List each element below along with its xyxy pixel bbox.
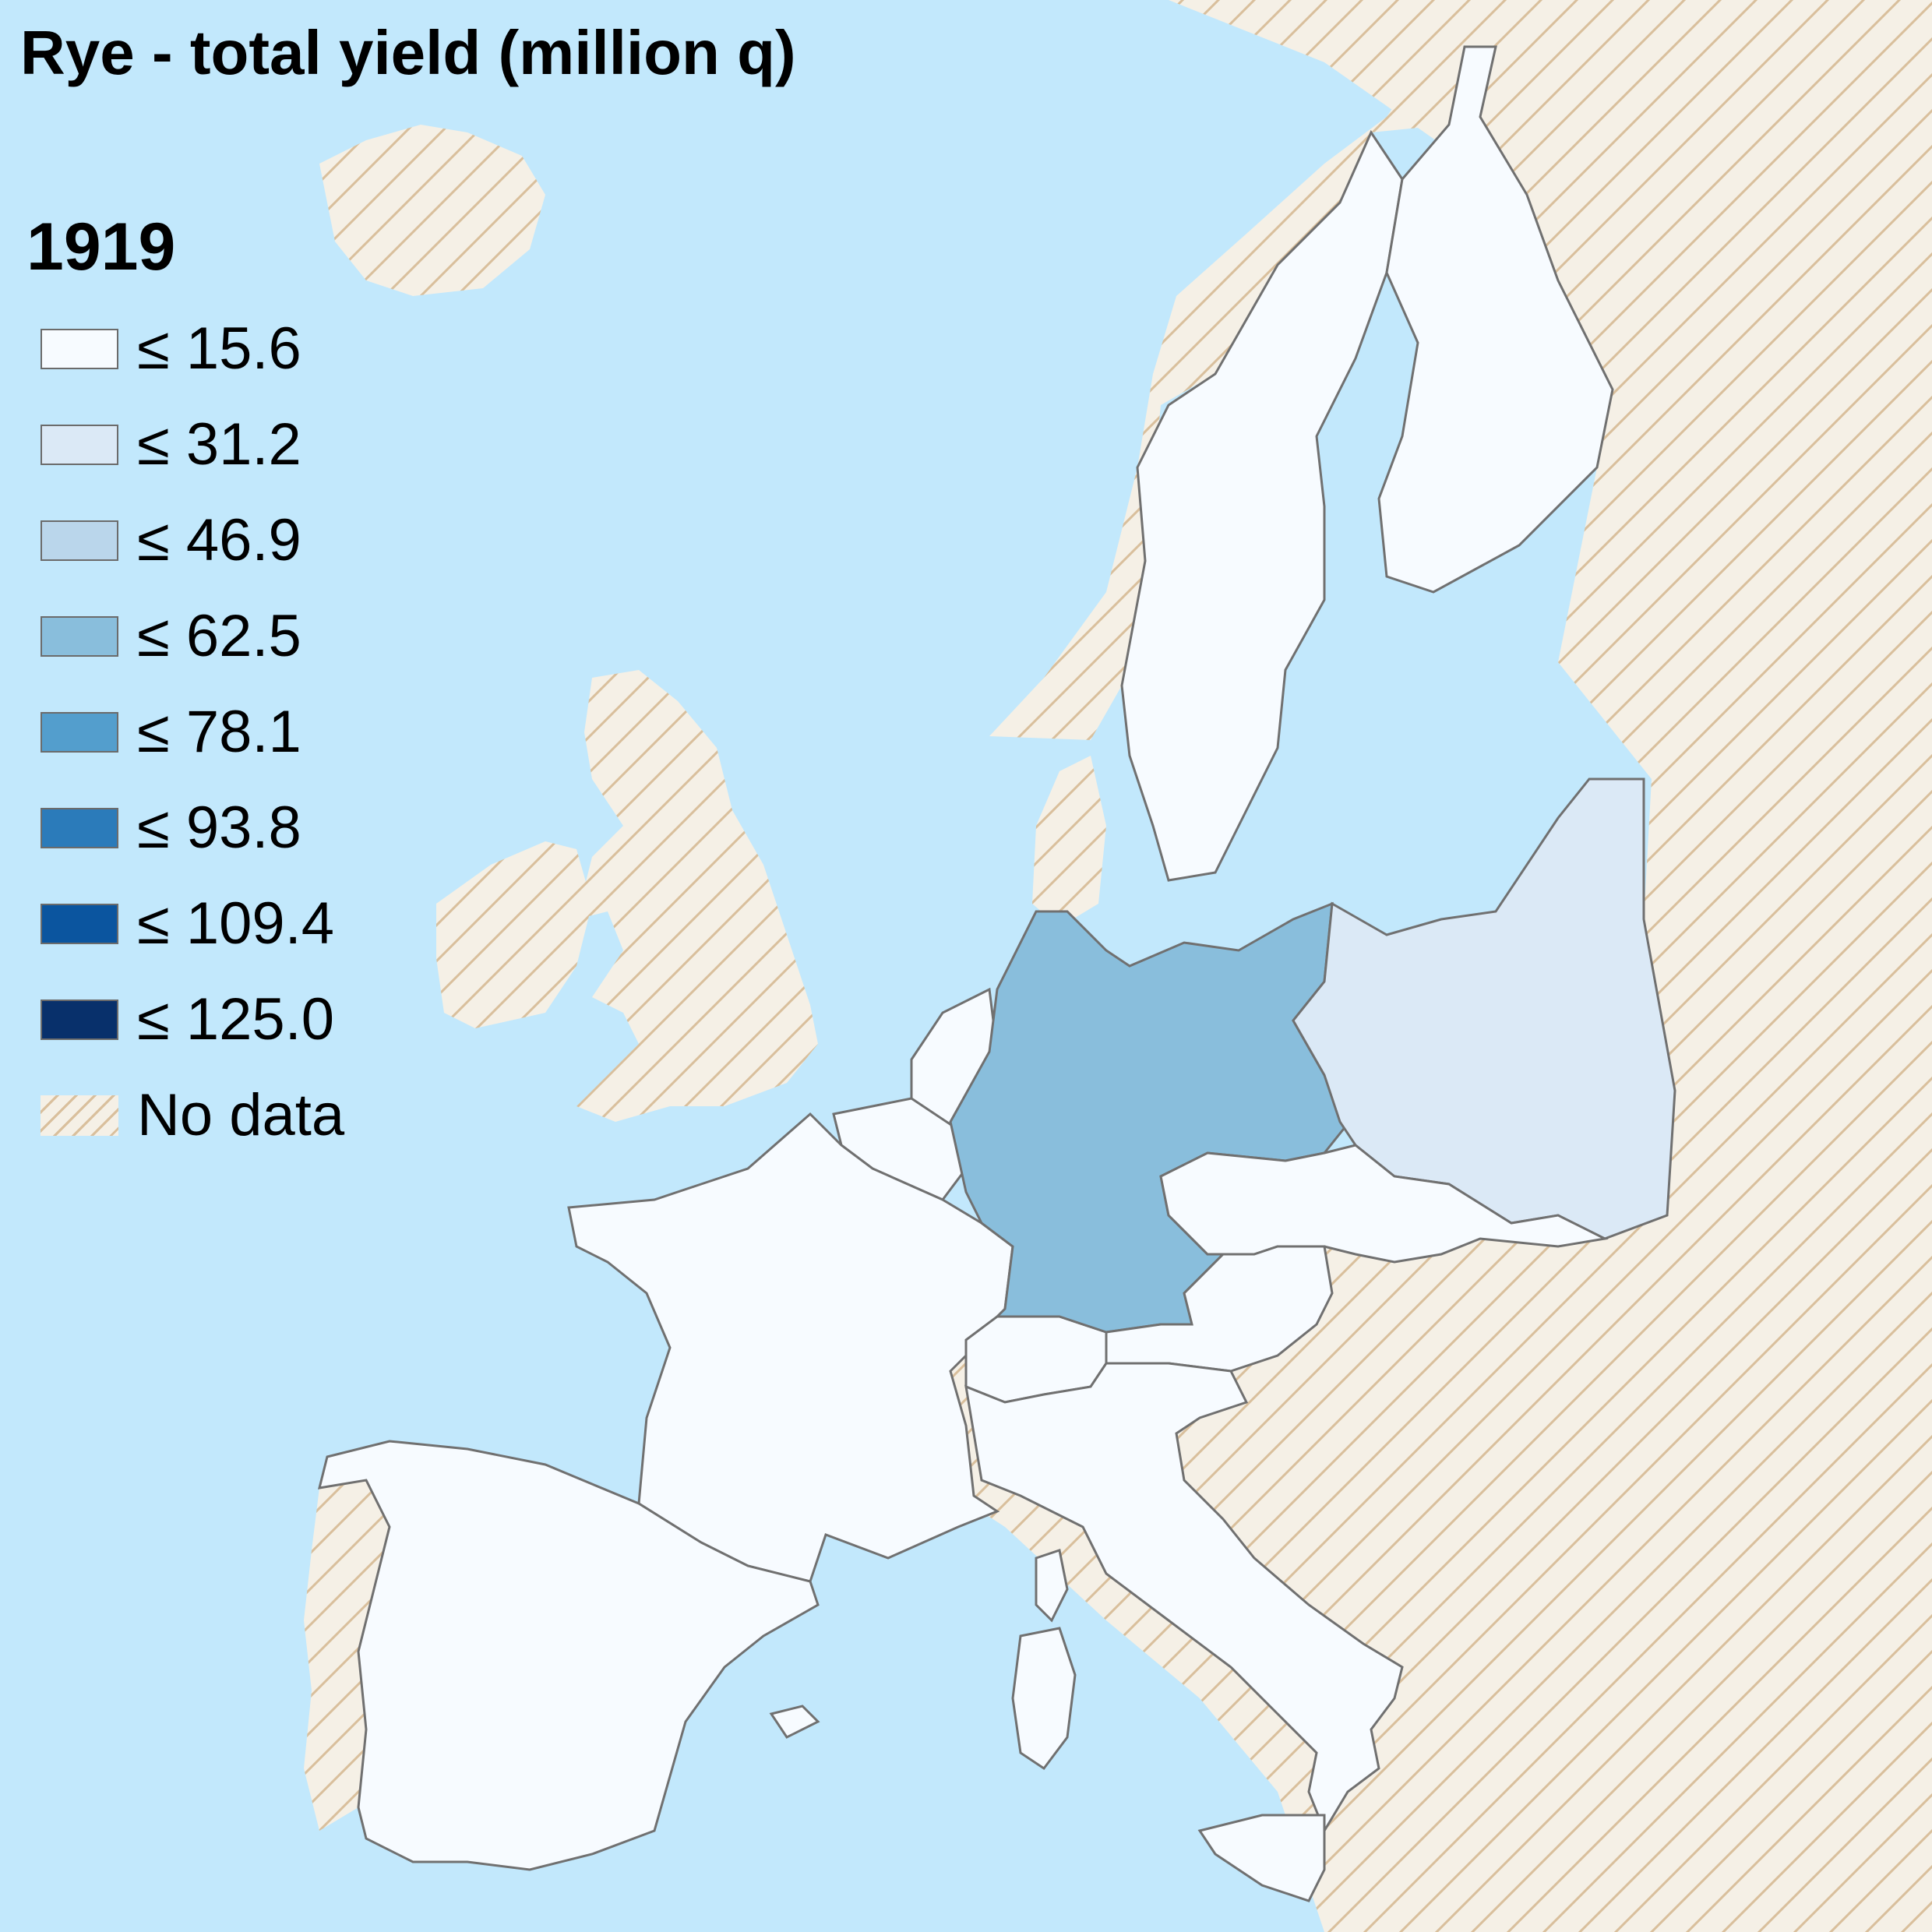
legend-item: ≤ 78.1 (41, 703, 508, 762)
legend-swatch (41, 616, 118, 657)
legend-swatch-hatch (41, 1095, 118, 1136)
legend-label: ≤ 109.4 (137, 890, 335, 957)
legend-label: ≤ 78.1 (137, 699, 301, 765)
legend-label: ≤ 62.5 (137, 603, 301, 669)
region-iceland (319, 125, 545, 296)
legend-item: ≤ 46.9 (41, 511, 508, 570)
legend-item: ≤ 31.2 (41, 415, 508, 474)
region-united-kingdom (576, 670, 818, 1122)
region-finland (1377, 45, 1614, 594)
legend-label: ≤ 46.9 (137, 507, 301, 573)
region-portugal (304, 1480, 390, 1831)
legend-item: ≤ 125.0 (41, 990, 508, 1049)
region-sardinia (1011, 1627, 1077, 1771)
legend-swatch (41, 712, 118, 753)
region-denmark (1032, 756, 1106, 927)
legend-swatch (41, 808, 118, 848)
legend-swatch (41, 425, 118, 465)
legend-label: ≤ 93.8 (137, 795, 301, 861)
region-spain (317, 1440, 820, 1871)
region-france (567, 1112, 1014, 1583)
region-balearic (769, 1705, 820, 1739)
legend-label: ≤ 125.0 (137, 986, 335, 1052)
legend-label: ≤ 15.6 (137, 316, 301, 382)
legend-item: ≤ 62.5 (41, 607, 508, 666)
legend-swatch (41, 999, 118, 1040)
region-sicily (1197, 1814, 1326, 1902)
legend-item: ≤ 109.4 (41, 894, 508, 954)
legend-item-no-data: No data (41, 1086, 508, 1145)
map-title: Rye - total yield (million q) (20, 18, 796, 87)
legend-swatch (41, 329, 118, 369)
region-austria (1105, 1245, 1334, 1373)
legend-label: No data (137, 1082, 345, 1148)
region-norway (989, 16, 1597, 740)
legend-item: ≤ 15.6 (41, 319, 508, 379)
region-sweden (1120, 129, 1404, 882)
region-ireland (436, 841, 592, 1028)
legend-swatch (41, 520, 118, 561)
legend-item: ≤ 93.8 (41, 799, 508, 858)
region-corsica (1035, 1549, 1069, 1623)
legend-label: ≤ 31.2 (137, 411, 301, 478)
legend-swatch (41, 904, 118, 944)
legend-year: 1919 (26, 210, 176, 284)
region-italy (964, 1362, 1404, 1834)
